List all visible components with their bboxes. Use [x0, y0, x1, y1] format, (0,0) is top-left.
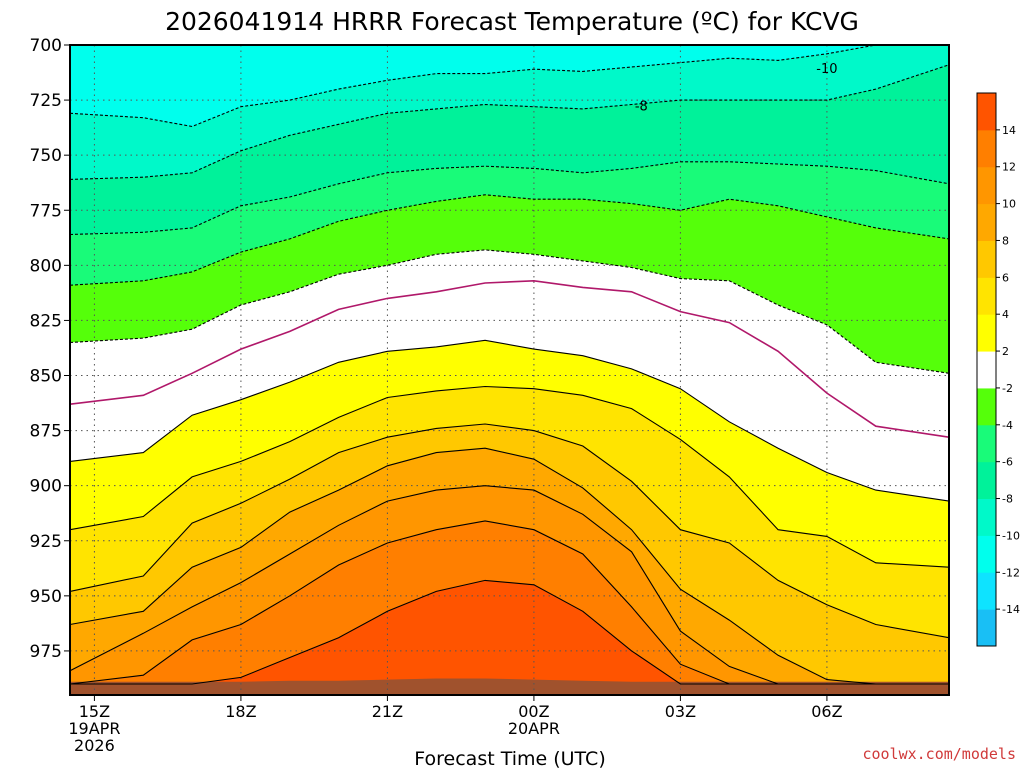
contour-labels: -10 -8 — [635, 62, 838, 114]
colorbar-swatch-0 — [977, 609, 996, 647]
ground-below-surface — [70, 678, 949, 695]
colorbar-swatch-1 — [977, 572, 996, 610]
x-tick-label-30-0: 06Z — [811, 702, 842, 721]
y-tick-label-875: 875 — [30, 422, 62, 442]
colorbar-label-13: 14 — [1002, 124, 1016, 137]
y-tick-label-975: 975 — [30, 642, 62, 662]
colorbar-swatch-7 — [977, 351, 996, 389]
colorbar-swatch-4 — [977, 461, 996, 500]
colorbar-swatch-10 — [977, 240, 996, 278]
y-axis-ticks: 700 725 750 775 800 825 850 875 900 925 950 975 — [30, 36, 70, 662]
contour-8 — [69, 447, 949, 685]
grid-lines — [70, 45, 949, 695]
contour--8 — [69, 64, 950, 180]
x-tick-label-24-1: 20APR — [508, 719, 560, 738]
colorbar-swatch-14 — [977, 93, 996, 131]
contour-0 — [69, 279, 950, 438]
y-tick-label-900: 900 — [30, 477, 62, 497]
colorbar-label-5: -4 — [1002, 419, 1013, 432]
ground-fill — [70, 678, 949, 695]
colorbar-swatch-5 — [977, 424, 996, 463]
x-axis-label: Forecast Time (UTC) — [414, 748, 605, 768]
y-tick-label-775: 775 — [30, 201, 62, 221]
colorbar-label-2: -10 — [1002, 529, 1020, 542]
colorbar-label-1: -12 — [1002, 566, 1020, 579]
contour-lines — [69, 44, 950, 685]
colorbar-frame — [976, 92, 997, 647]
temperature-bands — [70, 45, 949, 696]
colorbar-swatch-11 — [977, 203, 996, 241]
contour--10 — [69, 44, 949, 128]
colorbar-swatch-9 — [977, 277, 996, 315]
colorbar-swatch-8 — [977, 314, 996, 352]
contour-4 — [69, 385, 950, 568]
y-tick-label-750: 750 — [30, 146, 62, 166]
colorbar-swatch-2 — [977, 535, 996, 573]
colorbar-label-0: -14 — [1002, 603, 1020, 616]
chart-title: 2026041914 HRRR Forecast Temperature (ºC… — [165, 7, 859, 36]
band-14 — [70, 580, 949, 695]
colorbar-label-10: 8 — [1002, 234, 1009, 247]
contour--6 — [69, 161, 950, 236]
colorbar-label-8: 4 — [1002, 308, 1009, 321]
y-tick-label-825: 825 — [30, 311, 62, 331]
colorbar-label-9: 6 — [1002, 271, 1009, 284]
contour--4 — [69, 194, 950, 286]
x-tick-label-18-0: 18Z — [225, 702, 256, 721]
colorbar: -14 -12 -10 -8 -6 -4 -2 2 4 6 8 10 12 14 — [976, 92, 1020, 647]
contour-label-0: -10 — [816, 62, 837, 77]
x-tick-label-27-0: 03Z — [665, 702, 696, 721]
y-tick-label-925: 925 — [30, 532, 62, 552]
y-tick-label-850: 850 — [30, 367, 62, 387]
y-tick-label-700: 700 — [30, 36, 62, 56]
plot-frame — [69, 44, 950, 696]
colorbar-label-4: -6 — [1002, 456, 1013, 469]
colorbar-label-12: 12 — [1002, 161, 1016, 174]
colorbar-swatch-6 — [977, 387, 996, 426]
y-tick-label-800: 800 — [30, 256, 62, 276]
colorbar-label-6: -2 — [1002, 382, 1013, 395]
x-tick-label-15-0: 15Z — [79, 702, 110, 721]
colorbar-swatch-3 — [977, 498, 996, 536]
contour-2 — [69, 339, 950, 502]
x-tick-label-15-1: 19APR — [68, 719, 120, 738]
contour-label-1: -8 — [635, 100, 648, 115]
y-tick-label-950: 950 — [30, 587, 62, 607]
credit-text: coolwx.com/models — [862, 745, 1016, 763]
x-tick-label-21-0: 21Z — [372, 702, 403, 721]
colorbar-label-7: 2 — [1002, 345, 1009, 358]
colorbar-label-11: 10 — [1002, 198, 1016, 211]
contour-14 — [70, 579, 949, 685]
colorbar-label-3: -8 — [1002, 493, 1013, 506]
colorbar-swatch-12 — [977, 166, 996, 205]
colorbar-swatch-13 — [977, 129, 996, 168]
contour-6 — [69, 423, 950, 639]
x-tick-label-15-2: 2026 — [74, 736, 115, 755]
x-tick-label-24-0: 00Z — [518, 702, 549, 721]
y-tick-label-725: 725 — [30, 91, 62, 111]
